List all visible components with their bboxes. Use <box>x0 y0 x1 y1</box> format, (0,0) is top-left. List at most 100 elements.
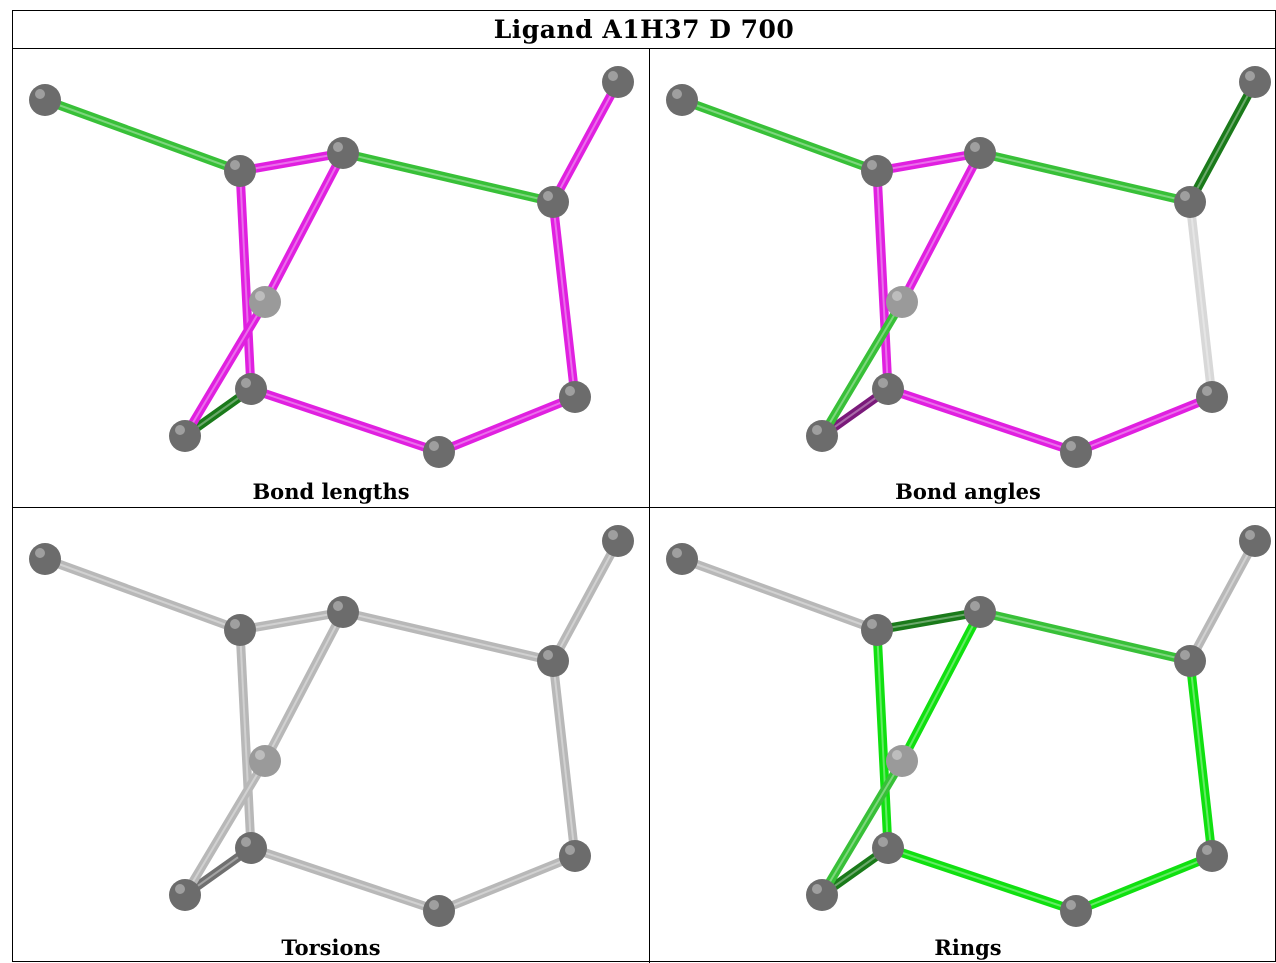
atom-highlight <box>543 650 553 660</box>
atom-highlight <box>878 378 888 388</box>
bond-highlight <box>250 847 440 912</box>
bond <box>897 607 985 766</box>
bond <box>883 384 1081 457</box>
atom <box>249 286 281 318</box>
atom <box>559 381 591 413</box>
atom-highlight <box>1066 441 1076 451</box>
bond <box>235 607 348 635</box>
bond <box>548 197 580 402</box>
panel-caption: Torsions <box>281 935 381 960</box>
bond <box>434 392 580 457</box>
bond <box>548 536 623 666</box>
bond-highlight <box>876 611 981 631</box>
atom-highlight <box>1180 650 1190 660</box>
bond-highlight <box>342 611 554 662</box>
molecule-rings <box>666 525 1271 927</box>
atom-highlight <box>970 601 980 611</box>
bond-highlight <box>901 611 981 762</box>
bond-highlight <box>1189 540 1256 662</box>
atom-highlight <box>333 601 343 611</box>
atom-highlight <box>241 837 251 847</box>
atom <box>235 832 267 864</box>
bond-highlight <box>681 99 878 172</box>
panel-bond-angles: Bond angles <box>650 49 1276 507</box>
atom-highlight <box>565 386 575 396</box>
atom <box>964 137 996 169</box>
panel-rings: Rings <box>650 508 1276 963</box>
bond-highlight <box>552 81 619 203</box>
atom-highlight <box>878 837 888 847</box>
atom-highlight <box>241 378 251 388</box>
panel-caption: Rings <box>934 935 1002 960</box>
vertical-divider <box>649 48 650 963</box>
atom <box>1239 525 1271 557</box>
bond-highlight <box>821 760 903 896</box>
bond-highlight <box>264 152 344 303</box>
atom-highlight <box>429 441 439 451</box>
bond-highlight <box>552 540 619 662</box>
atom-highlight <box>867 160 877 170</box>
bond <box>677 554 882 635</box>
atom-highlight <box>812 884 822 894</box>
bond <box>548 656 580 861</box>
atom <box>169 420 201 452</box>
atom <box>1174 645 1206 677</box>
atom <box>29 543 61 575</box>
bond-highlight <box>184 760 266 896</box>
atom <box>169 879 201 911</box>
bond-highlight <box>876 170 889 390</box>
atom-highlight <box>867 619 877 629</box>
atom <box>886 286 918 318</box>
atom-highlight <box>1066 900 1076 910</box>
bond-highlight <box>239 611 344 631</box>
atom <box>559 840 591 872</box>
bond-highlight <box>552 660 576 857</box>
bond <box>1185 77 1260 207</box>
atom-highlight <box>35 89 45 99</box>
atom <box>224 614 256 646</box>
bond-highlight <box>438 396 576 453</box>
atom-highlight <box>608 530 618 540</box>
atom <box>224 155 256 187</box>
atom-highlight <box>1245 71 1255 81</box>
atom-highlight <box>255 291 265 301</box>
panel-torsions: Torsions <box>13 508 649 963</box>
bond <box>235 625 256 853</box>
molecule-torsions <box>29 525 634 927</box>
atom <box>1196 381 1228 413</box>
atom <box>537 645 569 677</box>
atom-highlight <box>230 619 240 629</box>
bond <box>817 756 907 900</box>
figure-frame: Ligand A1H37 D 700 Bond lengths Bond ang… <box>12 10 1276 963</box>
bond-highlight <box>44 99 241 172</box>
atom <box>423 895 455 927</box>
atom-highlight <box>1202 386 1212 396</box>
bond <box>338 607 558 666</box>
bond-highlight <box>876 152 981 172</box>
atom-highlight <box>1202 845 1212 855</box>
atom-highlight <box>970 142 980 152</box>
panel-caption: Bond angles <box>895 479 1041 504</box>
atom-highlight <box>672 548 682 558</box>
atom <box>1239 66 1271 98</box>
atom <box>886 745 918 777</box>
atom <box>235 373 267 405</box>
atom-highlight <box>672 89 682 99</box>
bond <box>817 297 907 441</box>
bond <box>975 148 1195 207</box>
atom <box>602 66 634 98</box>
bond-highlight <box>438 855 576 912</box>
bond <box>246 843 444 916</box>
atom <box>327 137 359 169</box>
atom <box>861 614 893 646</box>
atom-highlight <box>230 160 240 170</box>
bond <box>246 384 444 457</box>
atom-highlight <box>892 291 902 301</box>
bond <box>1185 656 1217 861</box>
atom-highlight <box>175 884 185 894</box>
bond-highlight <box>876 629 889 849</box>
atom-highlight <box>543 191 553 201</box>
bond <box>235 148 348 176</box>
bond <box>260 148 348 307</box>
bond <box>338 148 558 207</box>
